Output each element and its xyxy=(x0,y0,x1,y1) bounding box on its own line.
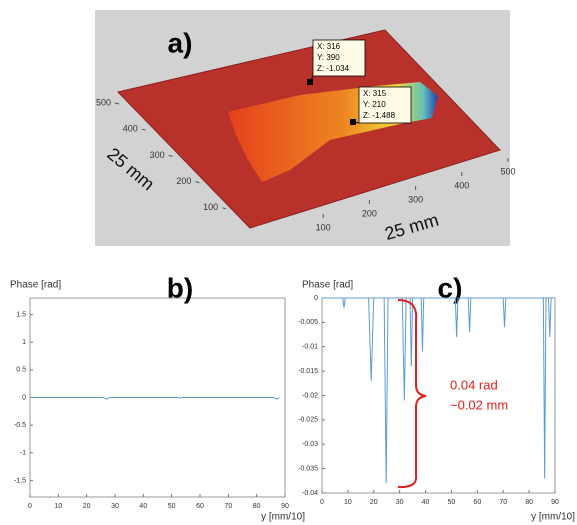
panel-label: c) xyxy=(438,272,463,303)
x-tick-label: 60 xyxy=(473,499,481,506)
x-tick-label: 50 xyxy=(168,503,176,510)
y-tick-label: -1 xyxy=(20,450,26,457)
y-tick-label: 0 xyxy=(22,394,26,401)
y-tick-label: -0.025 xyxy=(298,417,318,424)
x-tick-label: 40 xyxy=(422,499,430,506)
y-tick-label: -0.035 xyxy=(298,465,318,472)
y-tick-label: -0.01 xyxy=(302,344,318,351)
x-tick-label: 400 xyxy=(454,180,469,190)
y-tick-label: 100 xyxy=(203,202,218,212)
x-tick-label: 80 xyxy=(253,503,261,510)
x-tick-label: 200 xyxy=(362,208,377,218)
x-axis-label: y [mm/10] xyxy=(261,512,305,523)
datatip-marker xyxy=(350,119,356,125)
x-tick-label: 70 xyxy=(224,503,232,510)
figure: a)10020030040050010020030040050025 mm25 … xyxy=(0,0,577,525)
x-tick-label: 60 xyxy=(196,503,204,510)
y-tick-label: -0.02 xyxy=(302,392,318,399)
y-axis-label: Phase [rad] xyxy=(10,280,61,291)
y-tick-label: 1 xyxy=(22,339,26,346)
x-tick-label: 50 xyxy=(448,499,456,506)
x-tick-label: 300 xyxy=(408,194,423,204)
datatip-text: Y: 390 xyxy=(317,53,340,62)
y-tick-label: -1.5 xyxy=(14,477,26,484)
y-tick-label: 500 xyxy=(96,97,111,107)
panel-label: a) xyxy=(168,27,193,58)
datatip-text: Z: -1.034 xyxy=(317,64,350,73)
x-tick-label: 10 xyxy=(54,503,62,510)
y-tick-label: 1.5 xyxy=(16,311,26,318)
y-tick-label: -0.015 xyxy=(298,368,318,375)
panel-label: b) xyxy=(167,272,193,303)
data-line xyxy=(322,298,555,483)
y-tick-label: 400 xyxy=(123,124,138,134)
datatip-marker xyxy=(307,79,313,85)
y-axis-label: Phase [rad] xyxy=(302,280,353,291)
x-tick-label: 90 xyxy=(281,503,289,510)
y-tick-label: -0.04 xyxy=(302,490,318,497)
datatip-text: X: 316 xyxy=(317,42,341,51)
x-tick-label: 70 xyxy=(499,499,507,506)
x-tick-label: 20 xyxy=(370,499,378,506)
y-tick-label: 0.5 xyxy=(16,367,26,374)
data-line xyxy=(30,398,279,400)
datatip-text: Y: 210 xyxy=(363,100,386,109)
y-tick-label: -0.5 xyxy=(14,422,26,429)
x-tick-label: 30 xyxy=(111,503,119,510)
y-tick-label: 0 xyxy=(314,295,318,302)
datatip-text: Z: -1.488 xyxy=(363,111,396,120)
datatip-text: X: 315 xyxy=(363,89,387,98)
y-tick-label: 200 xyxy=(176,176,191,186)
x-tick-label: 80 xyxy=(525,499,533,506)
x-tick-label: 0 xyxy=(320,499,324,506)
annotation: 0.04 rad xyxy=(450,377,498,392)
x-tick-label: 100 xyxy=(316,222,331,232)
x-axis-label: y [mm/10] xyxy=(531,512,575,523)
x-tick-label: 0 xyxy=(28,503,32,510)
y-tick-label: -0.005 xyxy=(298,319,318,326)
annotation: ~0.02 mm xyxy=(450,397,508,412)
x-tick-label: 30 xyxy=(396,499,404,506)
y-tick-label: 300 xyxy=(150,150,165,160)
y-tick-label: -0.03 xyxy=(302,441,318,448)
x-tick-label: 20 xyxy=(83,503,91,510)
x-tick-label: 10 xyxy=(344,499,352,506)
x-tick-label: 40 xyxy=(139,503,147,510)
x-tick-label: 500 xyxy=(500,166,515,176)
plot-frame xyxy=(322,298,555,493)
x-tick-label: 90 xyxy=(551,499,559,506)
